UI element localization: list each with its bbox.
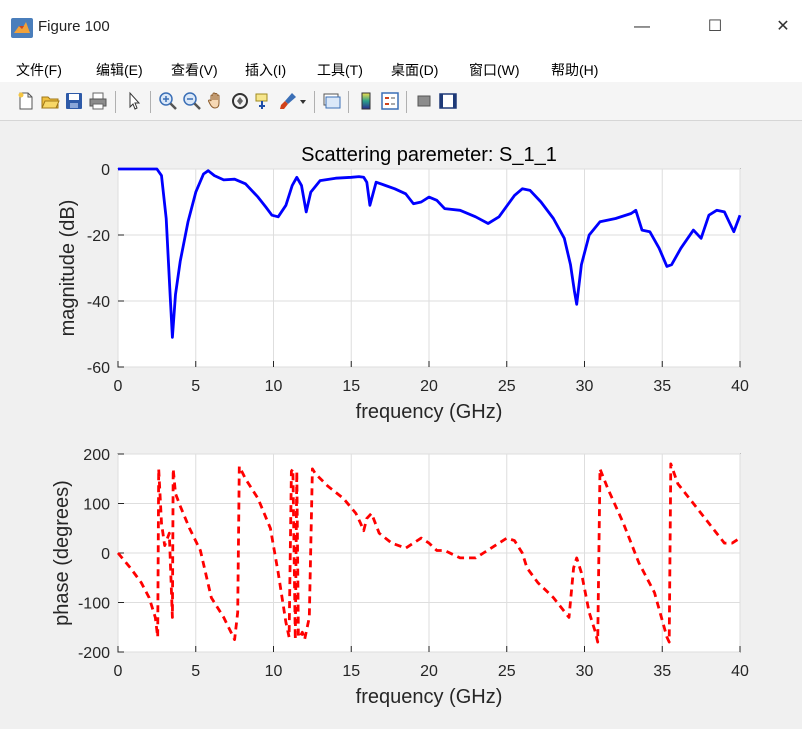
menu-edit[interactable]: 编辑(E) xyxy=(96,62,143,78)
phase-x-axis-label: frequency (GHz) xyxy=(356,686,503,708)
x-tick-label: 20 xyxy=(420,378,438,395)
x-tick-label: 15 xyxy=(342,378,360,395)
toolbar-separator xyxy=(314,91,315,113)
x-tick-label: 40 xyxy=(731,378,749,395)
y-tick-label: 0 xyxy=(101,546,110,563)
magnitude-y-axis-label: magnitude (dB) xyxy=(57,200,79,337)
new-figure-icon[interactable] xyxy=(16,91,36,111)
figure-toolbar xyxy=(0,82,802,121)
data-cursor-icon[interactable] xyxy=(254,91,274,111)
x-tick-label: 10 xyxy=(265,663,283,680)
figure-svg: 0 5 10 15 20 25 30 35 40 0 -20 -40 -60 Scattering pa… xyxy=(51,144,749,708)
toolbar-separator xyxy=(115,91,116,113)
show-plot-tools-icon[interactable] xyxy=(438,91,458,111)
magnitude-series-line xyxy=(118,167,742,339)
figure-canvas: 0 5 10 15 20 25 30 35 40 0 -20 -40 -60 Scattering pa… xyxy=(0,121,802,724)
y-tick-label: 0 xyxy=(101,162,110,179)
x-tick-label: 30 xyxy=(576,663,594,680)
legend-icon[interactable] xyxy=(380,91,400,111)
y-tick-label: -60 xyxy=(87,360,110,377)
zoom-out-icon[interactable] xyxy=(182,91,202,111)
pointer-icon[interactable] xyxy=(124,91,144,111)
zoom-in-icon[interactable] xyxy=(158,91,178,111)
x-tick-label: 25 xyxy=(498,663,516,680)
x-tick-label: 0 xyxy=(114,378,123,395)
menu-help[interactable]: 帮助(H) xyxy=(551,62,599,78)
phase-axes[interactable]: 0 5 10 15 20 25 30 35 40 200 100 0 -100 -200 frequenc… xyxy=(51,447,749,708)
save-icon[interactable] xyxy=(64,91,84,111)
x-tick-label: 30 xyxy=(576,378,594,395)
magnitude-grid xyxy=(117,168,741,368)
maximize-button[interactable]: ☐ xyxy=(707,18,723,35)
hide-plot-tools-icon[interactable] xyxy=(414,91,434,111)
close-button[interactable]: ✕ xyxy=(776,18,790,35)
open-file-icon[interactable] xyxy=(40,91,60,111)
menu-view[interactable]: 查看(V) xyxy=(171,62,218,78)
menu-file[interactable]: 文件(F) xyxy=(16,62,62,78)
x-tick-label: 40 xyxy=(731,663,749,680)
toolbar-separator xyxy=(348,91,349,113)
link-plot-icon[interactable] xyxy=(322,91,342,111)
print-icon[interactable] xyxy=(88,91,108,111)
minimize-button[interactable]: — xyxy=(634,18,650,35)
menu-tools[interactable]: 工具(T) xyxy=(317,62,363,78)
phase-ticks: 0 5 10 15 20 25 30 35 40 200 100 0 -100 -200 xyxy=(78,447,749,680)
dropdown-arrow-icon[interactable] xyxy=(298,91,308,111)
matlab-logo-icon xyxy=(11,18,33,38)
x-tick-label: 15 xyxy=(342,663,360,680)
menu-insert[interactable]: 插入(I) xyxy=(245,62,287,78)
y-tick-label: -100 xyxy=(78,596,110,613)
magnitude-chart-title: Scattering paremeter: S_1_1 xyxy=(301,144,557,166)
x-tick-label: 35 xyxy=(653,378,671,395)
brush-icon[interactable] xyxy=(278,91,298,111)
pan-hand-icon[interactable] xyxy=(206,91,226,111)
window-titlebar: Figure 100 — ☐ ✕ xyxy=(0,0,802,56)
magnitude-x-axis-label: frequency (GHz) xyxy=(356,401,503,423)
menu-desktop[interactable]: 桌面(D) xyxy=(391,62,439,78)
y-tick-label: 200 xyxy=(83,447,110,464)
colorbar-icon[interactable] xyxy=(356,91,376,111)
menu-window[interactable]: 窗口(W) xyxy=(469,62,520,78)
x-tick-label: 25 xyxy=(498,378,516,395)
magnitude-axes[interactable]: 0 5 10 15 20 25 30 35 40 0 -20 -40 -60 Scattering pa… xyxy=(57,144,749,423)
y-tick-label: -200 xyxy=(78,645,110,662)
menu-bar: 文件(F) 编辑(E) 查看(V) 插入(I) 工具(T) 桌面(D) 窗口(W… xyxy=(0,56,802,82)
magnitude-ticks: 0 5 10 15 20 25 30 35 40 0 -20 -40 -60 xyxy=(87,162,749,395)
phase-y-axis-label: phase (degrees) xyxy=(51,480,73,626)
x-tick-label: 20 xyxy=(420,663,438,680)
x-tick-label: 5 xyxy=(191,663,200,680)
y-tick-label: 100 xyxy=(83,497,110,514)
toolbar-separator xyxy=(406,91,407,113)
x-tick-label: 35 xyxy=(653,663,671,680)
x-tick-label: 10 xyxy=(265,378,283,395)
window-title: Figure 100 xyxy=(38,18,110,35)
toolbar-separator xyxy=(150,91,151,113)
rotate-3d-icon[interactable] xyxy=(230,91,250,111)
y-tick-label: -40 xyxy=(87,294,110,311)
x-tick-label: 0 xyxy=(114,663,123,680)
x-tick-label: 5 xyxy=(191,378,200,395)
y-tick-label: -20 xyxy=(87,228,110,245)
